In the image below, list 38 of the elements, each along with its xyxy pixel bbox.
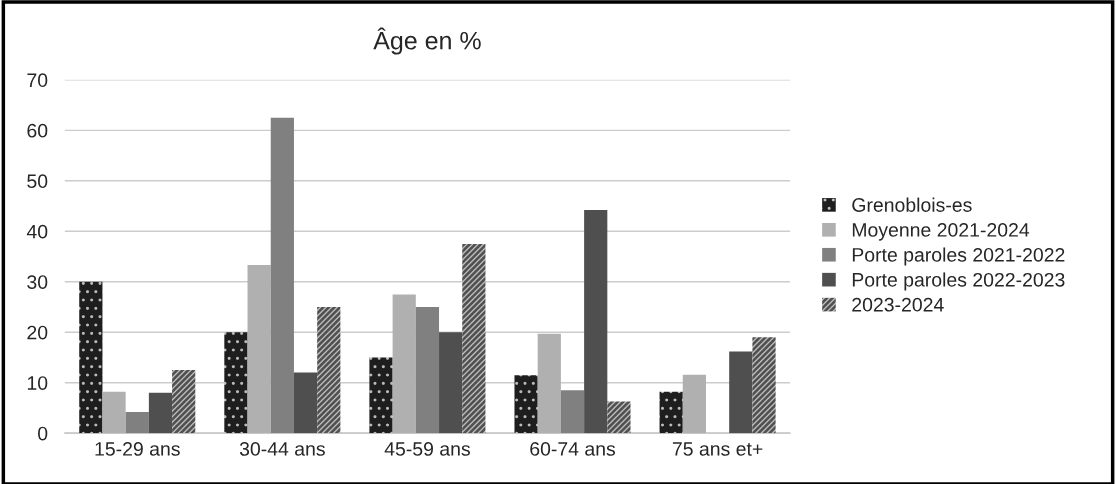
bar [369,357,393,434]
bar [148,392,173,434]
chart-title: Âge en % [373,27,481,55]
bar [439,332,463,434]
bar [607,401,631,434]
y-tick-label: 0 [38,426,48,441]
y-tick-label: 10 [27,376,48,390]
bar [514,375,538,434]
legend-label: Porte paroles 2021-2022 [852,247,1065,266]
bar [462,243,486,434]
y-tick-label: 70 [27,73,48,88]
bar [79,281,103,434]
legend-label: Moyenne 2021-2024 [852,223,1030,241]
bar [317,306,341,434]
legend-label: Grenoblois-es [852,197,972,212]
bar [752,337,776,434]
bar [224,332,248,434]
bar [125,411,149,434]
bar [729,351,753,434]
y-tick-label: 20 [27,325,48,340]
bar [172,370,196,434]
x-tick-label: 75 ans et+ [672,442,763,456]
bar [584,210,608,434]
bar [270,117,294,434]
bar [293,372,318,434]
x-tick-label: 45-59 ans [384,442,470,456]
y-tick-label: 60 [27,123,48,138]
bar [659,391,683,434]
y-tick-label: 30 [27,275,48,289]
legend-label: 2023-2024 [852,297,944,312]
legend-label: Porte paroles 2022-2023 [852,272,1065,291]
x-tick-label: 15-29 ans [95,442,180,456]
y-tick-label: 40 [26,224,48,239]
y-tick-label: 50 [27,174,48,189]
x-tick-label: 60-74 ans [530,442,616,456]
bar [560,390,585,434]
bar [415,306,440,434]
x-tick-label: 30-44 ans [239,442,325,456]
